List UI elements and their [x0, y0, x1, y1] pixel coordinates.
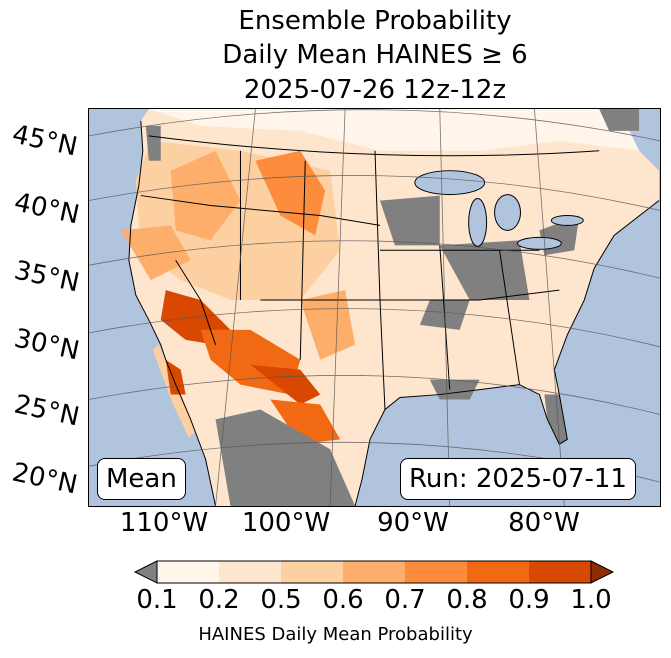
title-line-3: 2025-07-26 12z-12z: [243, 75, 507, 105]
colorbar-label: HAINES Daily Mean Probability: [198, 624, 473, 645]
probability-map: [88, 108, 661, 507]
colorbar-tick-label: 1.0: [570, 585, 612, 615]
colorbar-tick-label: 0.2: [198, 585, 240, 615]
colorbar-segment: [343, 561, 406, 583]
colorbar-tick-label: 0.7: [384, 585, 426, 615]
lon-label-80: 80°W: [508, 508, 580, 538]
colorbar-segment: [529, 561, 592, 583]
missing-data-patches: [145, 109, 640, 506]
coastline: [128, 120, 660, 506]
great-lakes: [414, 170, 584, 250]
run-label-box: Run: 2025-07-11: [400, 458, 636, 500]
title-line-1: Ensemble Probability: [238, 6, 512, 36]
colorbar-tick-label: 0.1: [136, 585, 178, 615]
lon-label-100: 100°W: [241, 508, 331, 538]
title-line-2: Daily Mean HAINES ≥ 6: [222, 40, 528, 70]
colorbar-segment: [281, 561, 344, 583]
colorbar-tick-label: 0.6: [322, 585, 364, 615]
lon-label-90: 90°W: [377, 508, 449, 538]
lon-label-110: 110°W: [119, 508, 209, 538]
graticule: [89, 109, 660, 506]
colorbar-under-arrow: [133, 560, 158, 584]
colorbar-segment: [157, 561, 220, 583]
colorbar-tick-label: 0.8: [446, 585, 488, 615]
colorbar-over-arrow: [590, 560, 615, 584]
probability-patches: [120, 109, 640, 445]
colorbar-tick-label: 0.5: [260, 585, 302, 615]
state-borders: [140, 135, 600, 410]
colorbar-segment: [219, 561, 282, 583]
colorbar-segment: [467, 561, 530, 583]
colorbar-segment: [405, 561, 468, 583]
colorbar: [133, 560, 615, 584]
colorbar-tick-label: 0.9: [508, 585, 550, 615]
stat-label-box: Mean: [97, 458, 186, 500]
